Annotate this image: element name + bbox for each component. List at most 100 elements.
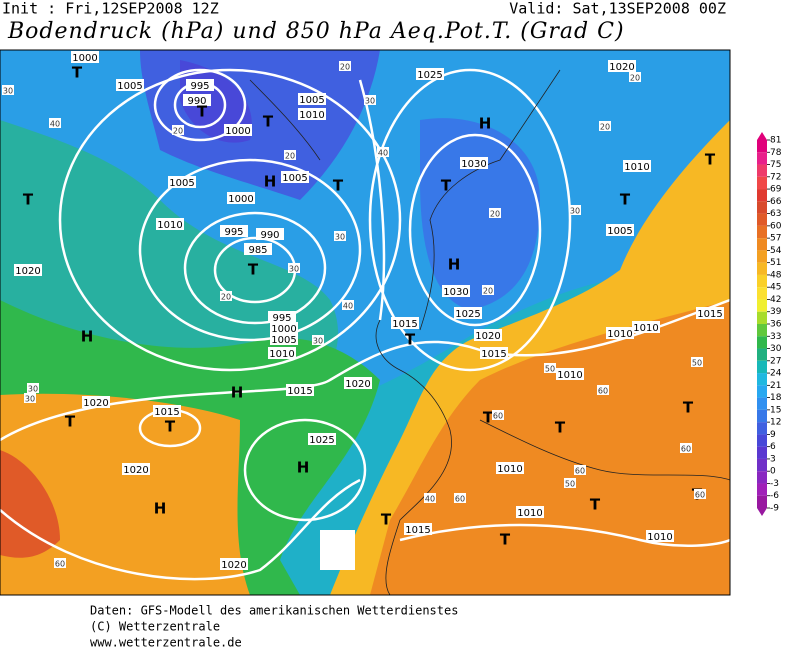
isobar-label-bg: [82, 396, 110, 408]
temperature-label: 40: [425, 495, 435, 504]
isobar-label: 1015: [392, 319, 417, 330]
temperature-label: 30: [570, 207, 580, 216]
isobar-label: 990: [187, 96, 206, 107]
temperature-label: 60: [55, 560, 65, 569]
isobar-label-bg: [696, 307, 724, 319]
isobar-label-bg: [606, 327, 634, 339]
colorbar-label: 30: [770, 344, 782, 354]
isobar-label-bg: [122, 463, 150, 475]
temperature-label-bg: [680, 443, 692, 453]
pressure-center: T: [248, 261, 259, 279]
isobar-label: 1010: [299, 110, 324, 121]
footer-line: (C) Wetterzentrale: [90, 620, 220, 634]
isobar-label-bg: [270, 333, 298, 345]
colorbar-label: 0: [770, 467, 776, 477]
isobar-label-bg: [608, 60, 636, 72]
isobar-label: 1000: [225, 126, 250, 137]
isobar-label: 1010: [497, 464, 522, 475]
colorbar-segment: [757, 385, 767, 398]
colorbar-segment: [757, 311, 767, 324]
colorbar-label: 36: [770, 320, 782, 330]
colorbar-segment: [757, 324, 767, 337]
isobar-label-bg: [281, 171, 309, 183]
colorbar-segment: [757, 360, 767, 374]
warm-atlantic: [0, 393, 250, 595]
colorbar: 8178757269666360575451484542393633302724…: [757, 132, 782, 516]
temperature-label-bg: [377, 147, 389, 157]
isobar-label: 1005: [271, 335, 296, 346]
pressure-center: H: [81, 328, 94, 346]
pressure-center: T: [500, 531, 511, 549]
colorbar-label: 48: [770, 270, 782, 280]
colorbar-segment: [757, 238, 767, 251]
temperature-label: 20: [221, 293, 231, 302]
colorbar-label: 57: [770, 234, 781, 244]
colorbar-label: 42: [770, 295, 781, 305]
isobar-label-bg: [416, 68, 444, 80]
isobar-label: 1015: [287, 386, 312, 397]
pressure-center: H: [154, 500, 167, 518]
colorbar-label: 27: [770, 356, 781, 366]
isobar-label-bg: [268, 311, 296, 323]
temperature-label-bg: [454, 493, 466, 503]
pressure-center: T: [65, 413, 76, 431]
colorbar-segment: [757, 471, 767, 484]
map-area: [0, 50, 730, 595]
isobar-label: 995: [272, 313, 291, 324]
temperature-label: 60: [598, 387, 608, 396]
isobar-label: 1020: [345, 379, 370, 390]
isobar-label: 1030: [461, 159, 486, 170]
colorbar-label: 21: [770, 381, 781, 391]
pressure-center: T: [705, 151, 716, 169]
isobar-label: 1010: [557, 370, 582, 381]
isobar-label: 1030: [443, 287, 468, 298]
colorbar-label: 45: [770, 283, 781, 293]
isobar-label: 1020: [221, 560, 246, 571]
isobar-label-bg: [460, 157, 488, 169]
pressure-center: T: [381, 511, 392, 529]
valid-time: Valid: Sat,13SEP2008 00Z: [509, 0, 726, 18]
isobar-label: 995: [224, 227, 243, 238]
colorbar-label: 3: [770, 454, 776, 464]
colorbar-end: [757, 132, 767, 140]
colorbar-label: -6: [770, 491, 779, 501]
colorbar-segment: [757, 274, 767, 288]
isobar-label: 1020: [15, 266, 40, 277]
isobar-label: 1010: [269, 349, 294, 360]
isobar-label-bg: [220, 558, 248, 570]
temperature-label-bg: [564, 478, 576, 488]
pressure-center: T: [72, 64, 83, 82]
colorbar-segment: [757, 262, 767, 275]
colorbar-segment: [757, 373, 767, 386]
temperature-label: 30: [335, 233, 345, 242]
colorbar-segment: [757, 336, 767, 349]
isobar-label: 1005: [169, 178, 194, 189]
isobar-label-bg: [227, 192, 255, 204]
temperature-label-bg: [339, 61, 351, 71]
coastlines: [249, 69, 730, 595]
pressure-center: T: [441, 177, 452, 195]
temperature-label: 20: [173, 127, 183, 136]
isobar-label-bg: [391, 317, 419, 329]
isobar-label-bg: [268, 347, 296, 359]
isobar-label-bg: [270, 322, 298, 334]
temperature-label: 60: [455, 495, 465, 504]
colorbar-label: 18: [770, 393, 782, 403]
isobar-label-bg: [244, 243, 272, 255]
temperature-label: 60: [695, 491, 705, 500]
temperature-label-bg: [284, 150, 296, 160]
temperature-label: 50: [565, 480, 575, 489]
temperature-label-bg: [27, 383, 39, 393]
temperature-label-bg: [364, 95, 376, 105]
isobar-label: 1015: [481, 349, 506, 360]
temperature-label-bg: [597, 385, 609, 395]
pressure-center: H: [231, 384, 244, 402]
map-frame: [0, 49, 731, 596]
isobar-label-bg: [116, 79, 144, 91]
temperature-label-bg: [694, 489, 706, 499]
colorbar-segment: [757, 495, 767, 508]
colorbar-segment: [757, 152, 767, 165]
isobar-label: 1010: [157, 220, 182, 231]
mid-region: [0, 120, 339, 400]
